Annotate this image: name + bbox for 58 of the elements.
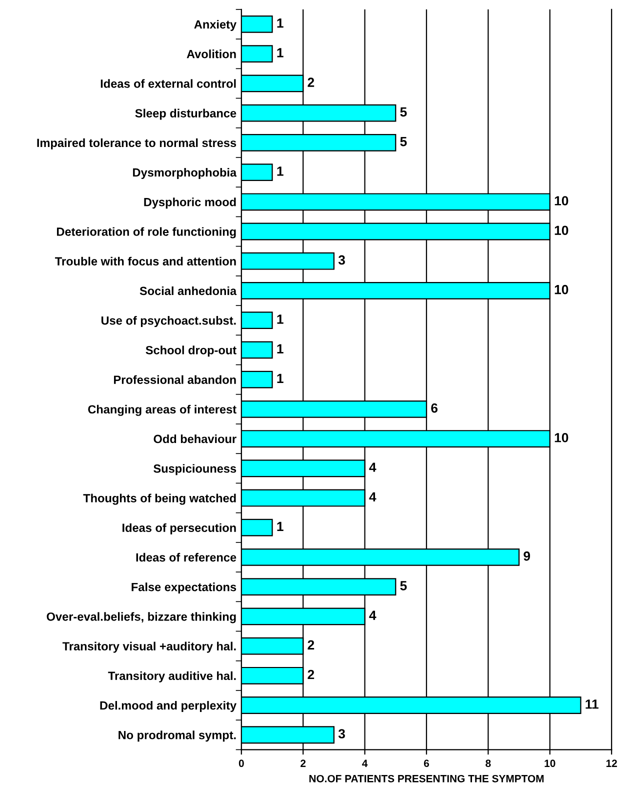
data-label: 2 xyxy=(308,640,314,650)
y-tick-label: Changing areas of interest xyxy=(88,404,236,416)
data-label: 11 xyxy=(586,700,598,709)
y-tick-label: Ideas of reference xyxy=(136,552,236,562)
y-tick-label: School drop-out xyxy=(146,346,236,357)
data-label: 1 xyxy=(277,314,284,324)
x-tick-label: 2 xyxy=(300,760,306,767)
y-tick-label: Dysphoric mood xyxy=(144,198,236,209)
y-tick-label: Odd behaviour xyxy=(154,434,236,444)
y-tick-label: Impaired tolerance to normal stress xyxy=(37,138,236,150)
x-tick-label: 0 xyxy=(238,760,244,768)
data-label: 3 xyxy=(338,729,345,738)
y-tick-label: Thoughts of being watched xyxy=(83,494,236,505)
data-label: 1 xyxy=(277,48,284,58)
x-axis-title: NO.OF PATIENTS PRESENTING THE SYMPTOM xyxy=(309,774,544,782)
data-label: 10 xyxy=(554,284,568,294)
data-label: 10 xyxy=(554,226,568,236)
data-label: 9 xyxy=(524,551,530,561)
data-label: 2 xyxy=(308,670,314,680)
y-tick-label: Ideas of external control xyxy=(100,79,236,88)
y-tick-label: Deterioration of role functioning xyxy=(56,227,236,238)
y-tick-label: Anxiety xyxy=(194,20,236,31)
y-tick-label: Avolition xyxy=(186,50,236,58)
y-tick-label: Use of psychoact.subst. xyxy=(101,316,236,328)
data-label: 10 xyxy=(554,432,568,442)
data-label: 5 xyxy=(400,581,407,590)
x-tick-label: 4 xyxy=(362,760,368,767)
data-label: 5 xyxy=(400,137,407,146)
y-tick-label: Professional abandon xyxy=(114,375,236,384)
y-tick-label: Transitory auditive hal. xyxy=(108,671,236,682)
y-tick-label: Sleep disturbance xyxy=(135,108,236,120)
x-tick-label: 10 xyxy=(544,760,556,768)
x-tick-label: 6 xyxy=(424,760,430,768)
data-label: 4 xyxy=(369,492,376,502)
y-tick-label: False expectations xyxy=(132,582,236,594)
y-tick-label: Over-eval.beliefs, bizzare thinking xyxy=(46,612,236,624)
data-label: 10 xyxy=(554,196,568,206)
y-tick-label: Suspiciouness xyxy=(154,464,236,476)
data-label: 1 xyxy=(277,166,284,176)
y-tick-label: No prodromal sympt. xyxy=(118,730,236,742)
y-tick-label: Trouble with focus and attention xyxy=(55,256,236,266)
y-tick-label: Transitory visual +auditory hal. xyxy=(62,642,236,653)
data-label: 4 xyxy=(369,610,376,620)
data-label: 1 xyxy=(277,18,284,28)
y-tick-label: Ideas of persecution xyxy=(122,523,236,534)
data-label: 4 xyxy=(369,462,376,472)
data-label: 3 xyxy=(338,255,345,265)
data-label: 1 xyxy=(277,344,284,354)
data-label: 6 xyxy=(431,403,438,413)
y-tick-label: Social anhedonia xyxy=(140,286,237,296)
data-label: 2 xyxy=(308,78,314,87)
data-label: 1 xyxy=(277,522,284,532)
y-tick-label: Dysmorphophobia xyxy=(133,168,237,180)
data-label: 1 xyxy=(277,374,284,383)
x-tick-label: 8 xyxy=(486,760,491,768)
data-label: 5 xyxy=(400,107,407,117)
x-tick-label: 12 xyxy=(606,760,617,767)
y-tick-label: Del.mood and perplexity xyxy=(100,700,236,712)
